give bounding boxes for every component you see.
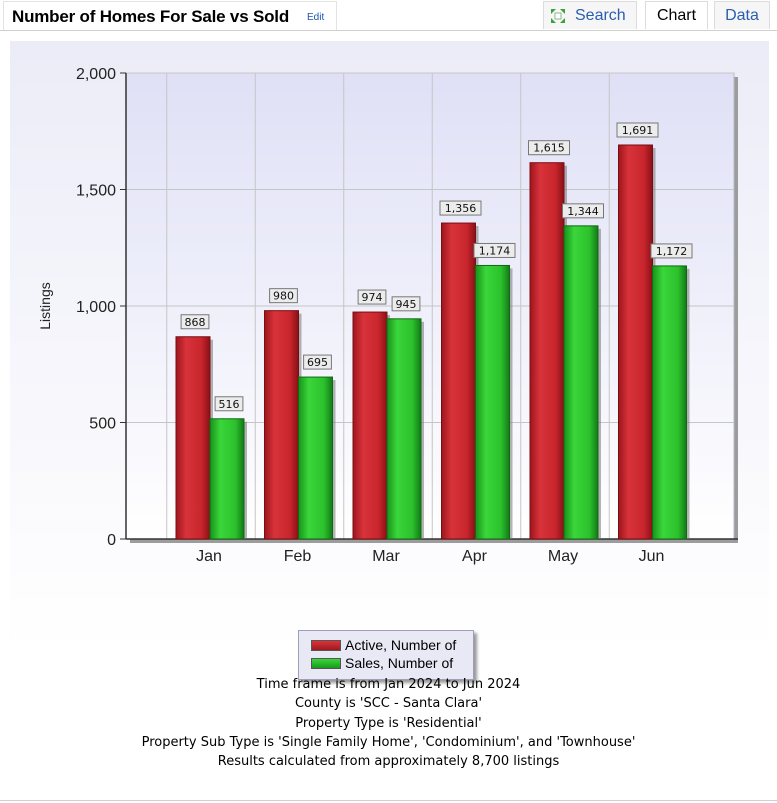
legend-label-active: Active, Number of (345, 637, 457, 653)
data-label-active-box (269, 288, 298, 304)
x-tick-label: Apr (462, 548, 488, 565)
expand-icon (551, 9, 565, 23)
note-county: County is 'SCC - Santa Clara' (294, 696, 483, 712)
x-tick-label: Feb (284, 548, 312, 565)
data-label-active-box (528, 140, 570, 156)
legend: Active, Number of Sales, Number of (298, 630, 474, 680)
legend-swatch-sales (311, 658, 341, 669)
edit-link[interactable]: Edit (307, 12, 325, 23)
y-tick-label: 0 (107, 532, 116, 549)
data-label-active-box (357, 289, 387, 305)
data-label-active-box (616, 122, 659, 138)
page-title: Number of Homes For Sale vs Sold (12, 7, 289, 26)
legend-swatch-active (311, 640, 341, 651)
legend-label-sales: Sales, Number of (345, 655, 454, 671)
chart-header: Number of Homes For Sale vs Sold Edit Se… (0, 0, 777, 32)
data-label-active: 980 (273, 290, 294, 303)
data-label-sales-box (473, 242, 516, 258)
x-tick-label: Mar (372, 548, 400, 565)
bar-sales (386, 318, 422, 540)
note-property-type: Property Type is 'Residential' (295, 715, 482, 731)
data-label-active-box (439, 200, 482, 216)
data-label-sales: 1,344 (567, 205, 599, 218)
bar-sales (209, 418, 245, 540)
tab-search-label: Search (575, 7, 626, 24)
bar-active (352, 311, 388, 540)
y-tick-label: 2,000 (76, 66, 116, 83)
data-label-sales-box (650, 243, 693, 259)
data-label-sales: 1,174 (479, 244, 511, 257)
tab-chart[interactable]: Chart (645, 1, 708, 29)
bar-active (618, 144, 653, 540)
bar-active (175, 336, 211, 540)
x-tick-label: May (548, 548, 578, 565)
bar-chart: 0 500 1,000 1,500 2,000 Listings 868 516 Jan 980 6… (10, 41, 769, 651)
bar-active (529, 162, 565, 540)
bottom-divider (0, 800, 777, 801)
data-label-sales: 1,172 (656, 245, 688, 258)
tab-data[interactable]: Data (714, 1, 770, 29)
y-tick-label: 1,500 (76, 183, 116, 200)
chart-notes: Time frame is from Jan 2024 to Jun 2024 … (0, 675, 777, 771)
y-tick-label: 500 (89, 416, 116, 433)
data-label-active: 1,691 (622, 124, 654, 137)
bar-sales (475, 264, 510, 540)
data-label-active-box (180, 314, 210, 330)
data-label-active: 1,615 (533, 142, 565, 155)
data-label-active: 1,356 (445, 202, 477, 215)
bar-sales (298, 376, 333, 540)
data-label-active: 974 (362, 291, 383, 304)
note-property-subtype: Property Sub Type is 'Single Family Home… (141, 734, 636, 750)
tab-search[interactable]: Search (543, 1, 637, 29)
bar-sales (563, 225, 599, 540)
note-results: Results calculated from approximately 8,… (217, 754, 560, 770)
y-tick-label: 1,000 (76, 299, 116, 316)
y-axis-title: Listings (37, 282, 53, 329)
title-box: Number of Homes For Sale vs Sold Edit (3, 1, 337, 30)
header-divider (0, 30, 777, 31)
bar-active (264, 310, 299, 540)
x-tick-label: Jun (639, 548, 665, 565)
data-label-sales-box (214, 396, 244, 412)
data-label-sales-box (303, 354, 332, 370)
data-label-sales: 945 (396, 298, 417, 311)
x-tick-label: Jan (196, 548, 222, 565)
bar-active (441, 222, 476, 540)
data-label-sales-box (562, 203, 604, 219)
bar-sales (652, 265, 687, 540)
note-timeframe: Time frame is from Jan 2024 to Jun 2024 (256, 677, 521, 692)
chart-area: 0 500 1,000 1,500 2,000 Listings 868 516 Jan 980 6… (0, 33, 777, 803)
data-label-sales: 516 (219, 398, 240, 411)
data-label-sales-box (391, 296, 421, 312)
data-label-sales: 695 (307, 356, 328, 369)
data-label-active: 868 (185, 316, 206, 329)
